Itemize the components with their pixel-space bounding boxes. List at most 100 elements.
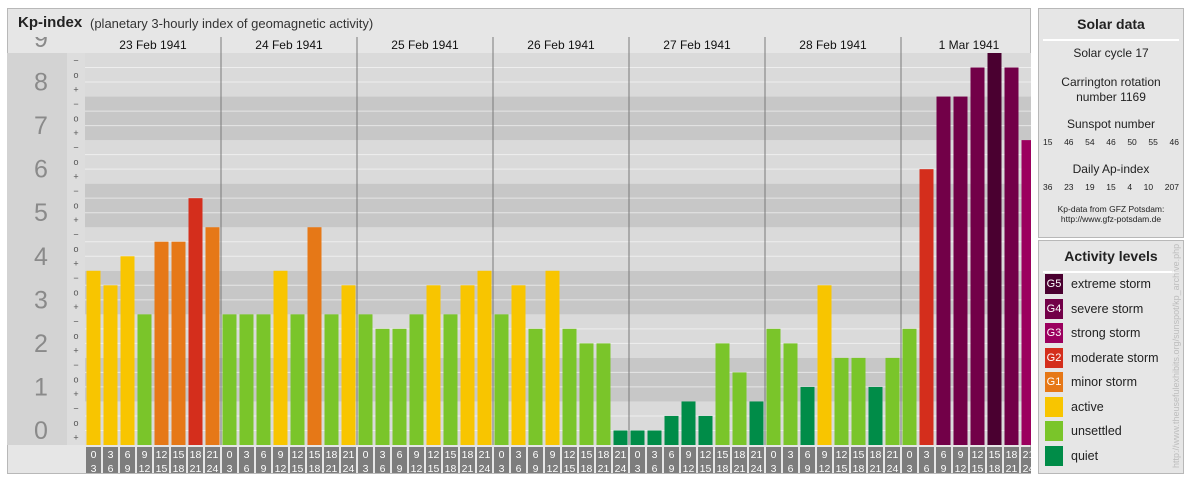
interval-start-label: 6 (397, 449, 403, 461)
y-tick-label: 3 (34, 286, 48, 314)
interval-end-label: 21 (326, 463, 338, 473)
grid-band (85, 227, 1031, 271)
kp-bar (256, 314, 271, 445)
y-subdivision-mark: + (73, 84, 78, 94)
grid-band (85, 53, 1031, 97)
level-label: severe storm (1071, 302, 1144, 316)
interval-start-label: 3 (244, 449, 250, 461)
y-tick-label: 7 (34, 112, 48, 140)
interval-box (732, 447, 747, 473)
interval-end-label: 6 (516, 463, 522, 473)
y-subdivision-mark: o (73, 418, 78, 428)
y-subdivision-mark: − (73, 99, 78, 109)
level-label: moderate storm (1071, 351, 1159, 365)
interval-box (460, 447, 475, 473)
sunspot-value: 46 (1169, 137, 1179, 147)
interval-box (171, 447, 186, 473)
day-label: 27 Feb 1941 (663, 38, 731, 52)
interval-end-label: 21 (870, 463, 882, 473)
kp-bar (579, 343, 594, 445)
level-label: strong storm (1071, 326, 1141, 340)
interval-start-label: 6 (261, 449, 267, 461)
interval-box (188, 447, 203, 473)
level-swatch: G5 (1045, 274, 1063, 294)
interval-start-label: 15 (309, 449, 321, 461)
y-subdivision-mark: o (73, 157, 78, 167)
y-subdivision-mark: + (73, 389, 78, 399)
interval-start-label: 6 (533, 449, 539, 461)
interval-end-label: 3 (635, 463, 641, 473)
interval-box (528, 447, 543, 473)
y-subdivision-mark: o (73, 375, 78, 385)
data-credit-line1: Kp-data from GFZ Potsdam: (1057, 204, 1165, 214)
interval-box (103, 447, 118, 473)
ap-value: 23 (1064, 182, 1074, 192)
kp-bar (545, 270, 560, 445)
y-tick-label: 0 (34, 417, 48, 445)
interval-end-label: 15 (972, 463, 984, 473)
y-subdivision-mark: o (73, 200, 78, 210)
interval-box (426, 447, 441, 473)
day-label: 23 Feb 1941 (119, 38, 187, 52)
day-label: 28 Feb 1941 (799, 38, 867, 52)
interval-start-label: 18 (734, 449, 746, 461)
y-subdivision-mark: + (73, 259, 78, 269)
y-subdivision-mark: − (73, 229, 78, 239)
sunspot-label: Sunspot number (1066, 117, 1156, 131)
interval-start-label: 0 (635, 449, 641, 461)
y-subdivision-mark: + (73, 128, 78, 138)
interval-start-label: 9 (822, 449, 828, 461)
data-credit-link[interactable]: http://www.gfz-potsdam.de (1060, 214, 1162, 224)
solar-cycle: Solar cycle 17 (1073, 46, 1149, 60)
level-g2: G2 moderate storm (1045, 348, 1179, 368)
interval-start-label: 9 (550, 449, 556, 461)
chart-title: Kp-index (18, 14, 83, 31)
y-subdivision-mark: o (73, 331, 78, 341)
source-watermark: http://www.theusefulexhibits.org/sunspot… (1171, 243, 1181, 468)
kp-bar (868, 386, 883, 445)
interval-box (562, 447, 577, 473)
interval-start-label: 9 (142, 449, 148, 461)
kp-bar (732, 372, 747, 445)
kp-bar (936, 96, 951, 446)
interval-start-label: 12 (836, 449, 848, 461)
interval-end-label: 9 (533, 463, 539, 473)
interval-box (358, 447, 373, 473)
interval-start-label: 3 (516, 449, 522, 461)
interval-box (222, 447, 237, 473)
level-swatch: G1 (1045, 372, 1063, 392)
interval-box (647, 447, 662, 473)
sunspot-value: 54 (1085, 137, 1095, 147)
kp-chart-panel: Kp-index (planetary 3-hourly index of ge… (7, 8, 1031, 474)
level-swatch (1045, 397, 1063, 417)
interval-start-label: 0 (771, 449, 777, 461)
interval-end-label: 24 (343, 463, 355, 473)
interval-box (783, 447, 798, 473)
interval-box (1021, 447, 1031, 473)
interval-box (86, 447, 101, 473)
interval-end-label: 12 (411, 463, 423, 473)
interval-box (239, 447, 254, 473)
kp-bar (630, 430, 645, 445)
interval-box (953, 447, 968, 473)
interval-end-label: 24 (479, 463, 491, 473)
interval-start-label: 6 (669, 449, 675, 461)
interval-end-label: 21 (462, 463, 474, 473)
interval-end-label: 21 (1006, 463, 1018, 473)
interval-box (273, 447, 288, 473)
interval-box (613, 447, 628, 473)
kp-bar (749, 401, 764, 445)
kp-bar (766, 328, 781, 445)
kp-bar (885, 357, 900, 445)
interval-start-label: 15 (173, 449, 185, 461)
level-g4: G4 severe storm (1045, 299, 1179, 319)
grid-band (85, 140, 1031, 184)
level-swatch: G3 (1045, 323, 1063, 343)
interval-start-label: 0 (907, 449, 913, 461)
ap-value: 4 (1127, 182, 1133, 192)
kp-bar (1004, 67, 1019, 445)
kp-bar (494, 314, 509, 445)
interval-end-label: 12 (819, 463, 831, 473)
activity-levels-title: Activity levels (1064, 248, 1158, 264)
interval-end-label: 15 (156, 463, 168, 473)
